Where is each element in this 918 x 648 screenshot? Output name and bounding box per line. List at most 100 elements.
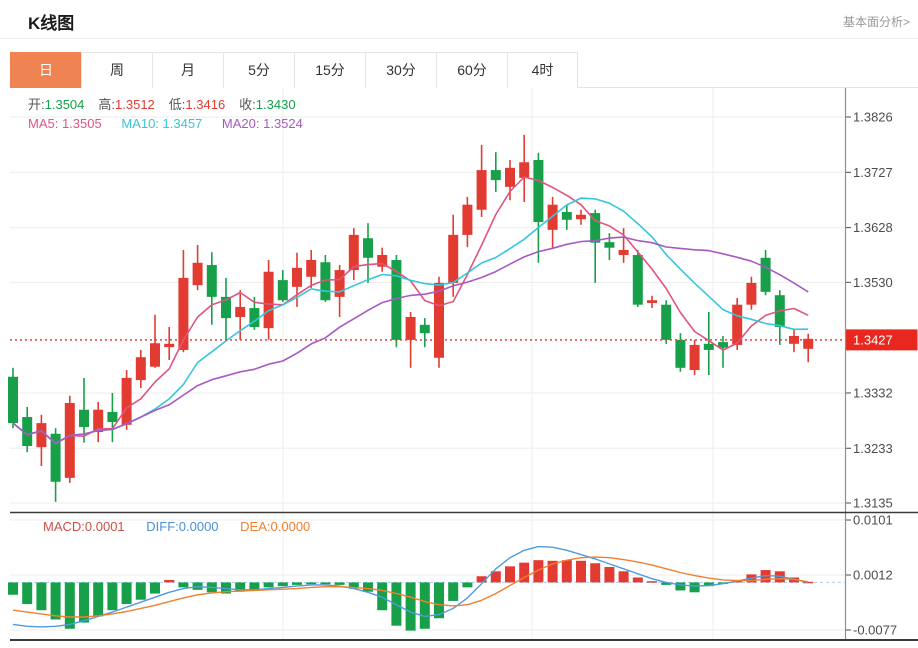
macd-tick-label: -0.0077 [853, 623, 897, 638]
macd-hist-bar [121, 582, 132, 605]
candle-11[interactable] [164, 343, 175, 348]
tab-60分[interactable]: 60分 [436, 52, 507, 88]
candle-21[interactable] [306, 260, 317, 277]
interval-tabbar: 日周月 5分 15分 30分 60分 4时 [10, 52, 918, 88]
candle-32[interactable] [462, 204, 473, 235]
candle-17[interactable] [249, 308, 260, 328]
candle-50[interactable] [718, 342, 728, 348]
price-tick-label: 1.3628 [853, 220, 893, 235]
ma10-value: MA10: 1.3457 [121, 116, 203, 131]
candle-20[interactable] [292, 267, 302, 287]
candle-18[interactable] [263, 271, 274, 329]
candle-13[interactable] [192, 262, 203, 286]
macd-hist-bar [632, 577, 643, 583]
candle-30[interactable] [434, 282, 444, 358]
ma5-value: MA5: 1.3505 [28, 116, 102, 131]
open-value: 1.3504 [44, 97, 85, 112]
low-label: 低: [168, 97, 186, 112]
candle-41[interactable] [590, 213, 601, 243]
macd-hist-bar [235, 582, 246, 592]
candle-34[interactable] [490, 170, 501, 181]
macd-value: MACD:0.0001 [43, 519, 125, 534]
ma20-value: MA20: 1.3524 [221, 116, 303, 131]
macd-hist-bar [306, 582, 317, 585]
fundamental-analysis-link[interactable]: 基本面分析> [842, 15, 910, 29]
candle-22[interactable] [320, 262, 331, 301]
macd-hist-bar [150, 582, 160, 594]
macd-hist-bar [249, 582, 260, 590]
diff-value: DIFF:0.0000 [146, 519, 219, 534]
candle-31[interactable] [448, 234, 459, 283]
macd-hist-bar [36, 582, 47, 611]
macd-hist-bar [519, 562, 530, 583]
macd-hist-bar [93, 582, 104, 617]
candle-45[interactable] [647, 300, 657, 304]
candle-46[interactable] [661, 304, 672, 340]
macd-hist-bar [277, 582, 288, 587]
candle-52[interactable] [746, 282, 757, 305]
candle-15[interactable] [221, 296, 231, 319]
candle-43[interactable] [618, 249, 629, 255]
candle-7[interactable] [107, 411, 118, 423]
macd-hist-bar [689, 582, 700, 593]
candle-56[interactable] [803, 338, 814, 349]
tab-月[interactable]: 月 [152, 52, 223, 88]
candle-44[interactable] [632, 254, 643, 305]
candle-10[interactable] [150, 343, 160, 367]
tab-周[interactable]: 周 [81, 52, 152, 88]
candle-51[interactable] [732, 304, 743, 345]
candle-29[interactable] [419, 324, 430, 334]
price-tick-label: 1.3332 [853, 385, 893, 400]
macd-hist-bar [320, 582, 331, 585]
candle-55[interactable] [789, 335, 799, 344]
candle-25[interactable] [363, 238, 373, 258]
macd-hist-bar [604, 566, 615, 583]
candle-9[interactable] [135, 357, 146, 381]
candle-5[interactable] [79, 409, 89, 428]
candle-4[interactable] [64, 403, 75, 478]
price-tick-label: 1.3530 [853, 275, 893, 290]
macd-hist-bar [661, 582, 672, 585]
macd-hist-bar [107, 582, 118, 611]
candle-36[interactable] [519, 162, 530, 178]
macd-hist-bar [462, 582, 473, 588]
candle-1[interactable] [22, 416, 33, 447]
candle-16[interactable] [235, 306, 246, 317]
price-tick-label: 1.3826 [853, 110, 893, 125]
dea-line [12, 556, 809, 618]
candle-27[interactable] [391, 260, 402, 340]
candle-47[interactable] [675, 339, 686, 368]
candle-6[interactable] [93, 409, 104, 433]
candle-26[interactable] [377, 254, 388, 267]
tab-4时[interactable]: 4时 [507, 52, 578, 88]
macd-hist-bar [50, 582, 61, 620]
tab-5分[interactable]: 5分 [223, 52, 294, 88]
candle-24[interactable] [348, 234, 359, 271]
macd-hist-bar [618, 571, 629, 583]
candle-23[interactable] [334, 270, 345, 297]
tab-15分[interactable]: 15分 [294, 52, 365, 88]
candle-39[interactable] [561, 211, 572, 220]
candle-28[interactable] [405, 316, 416, 340]
candle-0[interactable] [8, 376, 18, 424]
tab-日[interactable]: 日 [10, 52, 81, 88]
candle-33[interactable] [476, 170, 487, 210]
candle-40[interactable] [576, 214, 586, 220]
candle-12[interactable] [178, 277, 189, 350]
candle-48[interactable] [689, 344, 700, 371]
candle-42[interactable] [604, 242, 615, 248]
candle-35[interactable] [505, 167, 515, 187]
candle-49[interactable] [703, 343, 714, 350]
candle-14[interactable] [206, 265, 217, 297]
candle-19[interactable] [277, 280, 288, 301]
candle-2[interactable] [36, 423, 47, 448]
candle-8[interactable] [121, 377, 132, 425]
candle-37[interactable] [533, 160, 544, 223]
candle-3[interactable] [50, 433, 61, 482]
candle-53[interactable] [760, 257, 771, 292]
tab-30分[interactable]: 30分 [365, 52, 436, 88]
macd-hist-bar [178, 582, 189, 588]
macd-hist-bar [164, 579, 175, 583]
price-tick-label: 1.3727 [853, 165, 893, 180]
macd-hist-bar [334, 582, 345, 585]
